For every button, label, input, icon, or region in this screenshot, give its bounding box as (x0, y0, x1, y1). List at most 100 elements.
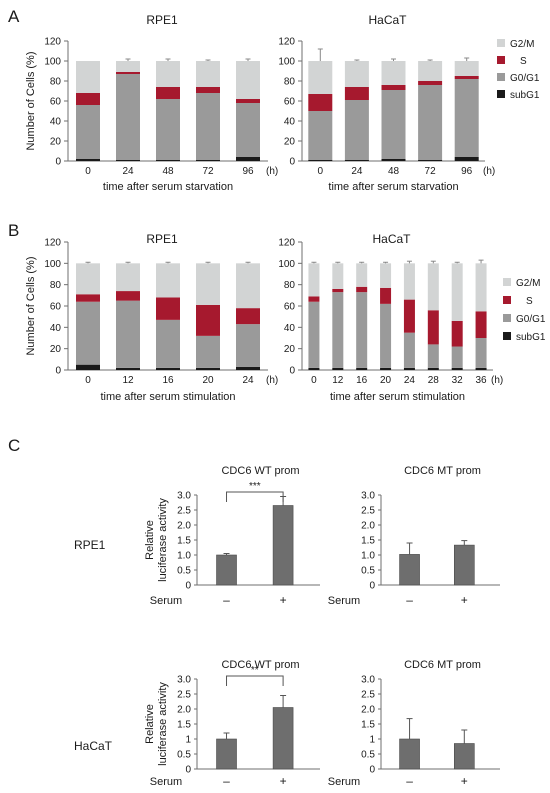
y-tick-label: 0 (289, 157, 295, 168)
significance-label: *** (249, 481, 261, 492)
bar-segment-g0g1 (403, 332, 415, 368)
y-tick-label: 0 (55, 366, 61, 377)
x-tick-label: 24 (351, 166, 363, 177)
bar (399, 738, 420, 770)
bar-segment-g0g1 (236, 324, 260, 367)
bar-segment-g2m (196, 263, 220, 305)
x-unit-label: (h) (266, 375, 278, 386)
y-axis-label-line2: luciferase activity (157, 498, 169, 582)
y-tick-label: 60 (284, 97, 296, 108)
bar-segment-s (380, 287, 392, 304)
bar-segment-g0g1 (475, 338, 487, 368)
x-tick-label: 72 (425, 166, 437, 177)
category-label: – (223, 774, 230, 788)
bar-segment-g2m (196, 61, 220, 87)
bar-segment-subg1 (308, 160, 333, 161)
legend-swatch (497, 56, 505, 64)
legend-label: S (526, 296, 533, 307)
bar-segment-subg1 (356, 367, 368, 370)
bar-segment-g0g1 (308, 111, 333, 160)
bar-segment-g2m (451, 263, 463, 321)
bar-segment-subg1 (116, 367, 140, 370)
bar-segment-subg1 (454, 157, 479, 161)
y-tick-label: 2.0 (177, 521, 191, 532)
y-tick-label: 3.0 (361, 491, 375, 502)
bar-segment-s (356, 286, 368, 293)
bar-segment-s (427, 310, 439, 345)
bar-segment-g2m (156, 61, 180, 87)
bar-segment-subg1 (418, 160, 443, 161)
bar-segment-s (196, 87, 220, 93)
bar-segment-g0g1 (156, 99, 180, 160)
legend-swatch (503, 332, 511, 340)
bar-segment-s (76, 93, 100, 105)
x-tick-label: 20 (380, 375, 392, 386)
y-tick-label: 100 (278, 259, 295, 270)
y-tick-label: 40 (50, 323, 62, 334)
x-tick-label: 96 (242, 166, 254, 177)
y-tick-label: 3.0 (177, 491, 191, 502)
chart-title: RPE1 (146, 13, 178, 27)
bar-segment-g0g1 (196, 335, 220, 368)
chart-c-rpe1-wt: CDC6 WT prom 0 0.5 1.0 1.5 2.0 2.5 3.0 Relative l… (144, 465, 320, 607)
legend-swatch (497, 90, 505, 98)
y-tick-label: 60 (284, 302, 296, 313)
bar (216, 554, 237, 586)
y-tick-label: 0.5 (361, 566, 375, 577)
y-tick-label: 1.0 (177, 551, 191, 562)
bar-segment-g2m (116, 61, 140, 72)
bar-segment-subg1 (236, 157, 260, 161)
bar-segment-subg1 (76, 364, 100, 370)
x-tick-label: 36 (476, 375, 488, 386)
y-tick-label: 2.0 (361, 705, 375, 716)
bar-segment-subg1 (308, 367, 320, 370)
x-unit-label: (h) (491, 375, 503, 386)
y-axis-label-line1: Relative (144, 704, 156, 744)
row-label-hacat: HaCaT (74, 739, 113, 753)
bar-segment-g2m (156, 263, 180, 298)
bar-segment-g0g1 (76, 301, 100, 365)
bar-segment-subg1 (156, 160, 180, 161)
legend-label: subG1 (516, 332, 546, 343)
bar-segment-subg1 (156, 367, 180, 370)
x-tick-label: 0 (85, 166, 91, 177)
bar-segment-s (236, 308, 260, 325)
bar-segment-subg1 (344, 160, 369, 161)
y-tick-label: 60 (50, 302, 62, 313)
y-tick-label: 2.0 (361, 521, 375, 532)
x-tick-label: 96 (461, 166, 473, 177)
chart-title: HaCaT (372, 232, 411, 246)
bar-segment-s (308, 94, 333, 111)
bar-segment-g2m (236, 61, 260, 99)
serum-label: Serum (150, 776, 182, 788)
x-tick-label: 48 (388, 166, 400, 177)
y-tick-label: 0 (185, 581, 191, 592)
y-tick-label: 1.0 (361, 551, 375, 562)
bar-segment-s (454, 76, 479, 79)
bar-segment-g0g1 (332, 292, 344, 368)
x-tick-label: 24 (404, 375, 416, 386)
chart-title: HaCaT (368, 13, 407, 27)
bar-segment-g0g1 (356, 292, 368, 368)
y-tick-label: 0.5 (177, 750, 191, 761)
panel-label-a: A (8, 7, 20, 26)
chart-c-rpe1-mt: CDC6 MT prom 0 0.5 1.0 1.5 2.0 2.5 3.0 – + Serum (328, 465, 500, 607)
bar-segment-g0g1 (381, 90, 406, 159)
panel-label-b: B (8, 221, 19, 240)
chart-a-hacat: HaCaT 0 20 40 60 80 100 120 0 24 48 72 96 (h) time aft… (278, 13, 540, 193)
bar-segment-subg1 (196, 367, 220, 370)
x-axis-title: time after serum starvation (103, 181, 233, 193)
x-tick-label: 12 (332, 375, 344, 386)
serum-label: Serum (328, 595, 360, 607)
bar-segment-g0g1 (236, 103, 260, 157)
legend-label: G0/G1 (510, 73, 540, 84)
x-tick-label: 32 (452, 375, 464, 386)
y-tick-label: 80 (284, 77, 296, 88)
category-label: + (280, 774, 287, 788)
y-tick-label: 120 (278, 37, 295, 48)
category-label: + (461, 593, 468, 607)
bar (453, 544, 475, 586)
bar-segment-s (475, 311, 487, 338)
bar-segment-s (418, 81, 443, 85)
bar-segment-subg1 (403, 367, 415, 370)
